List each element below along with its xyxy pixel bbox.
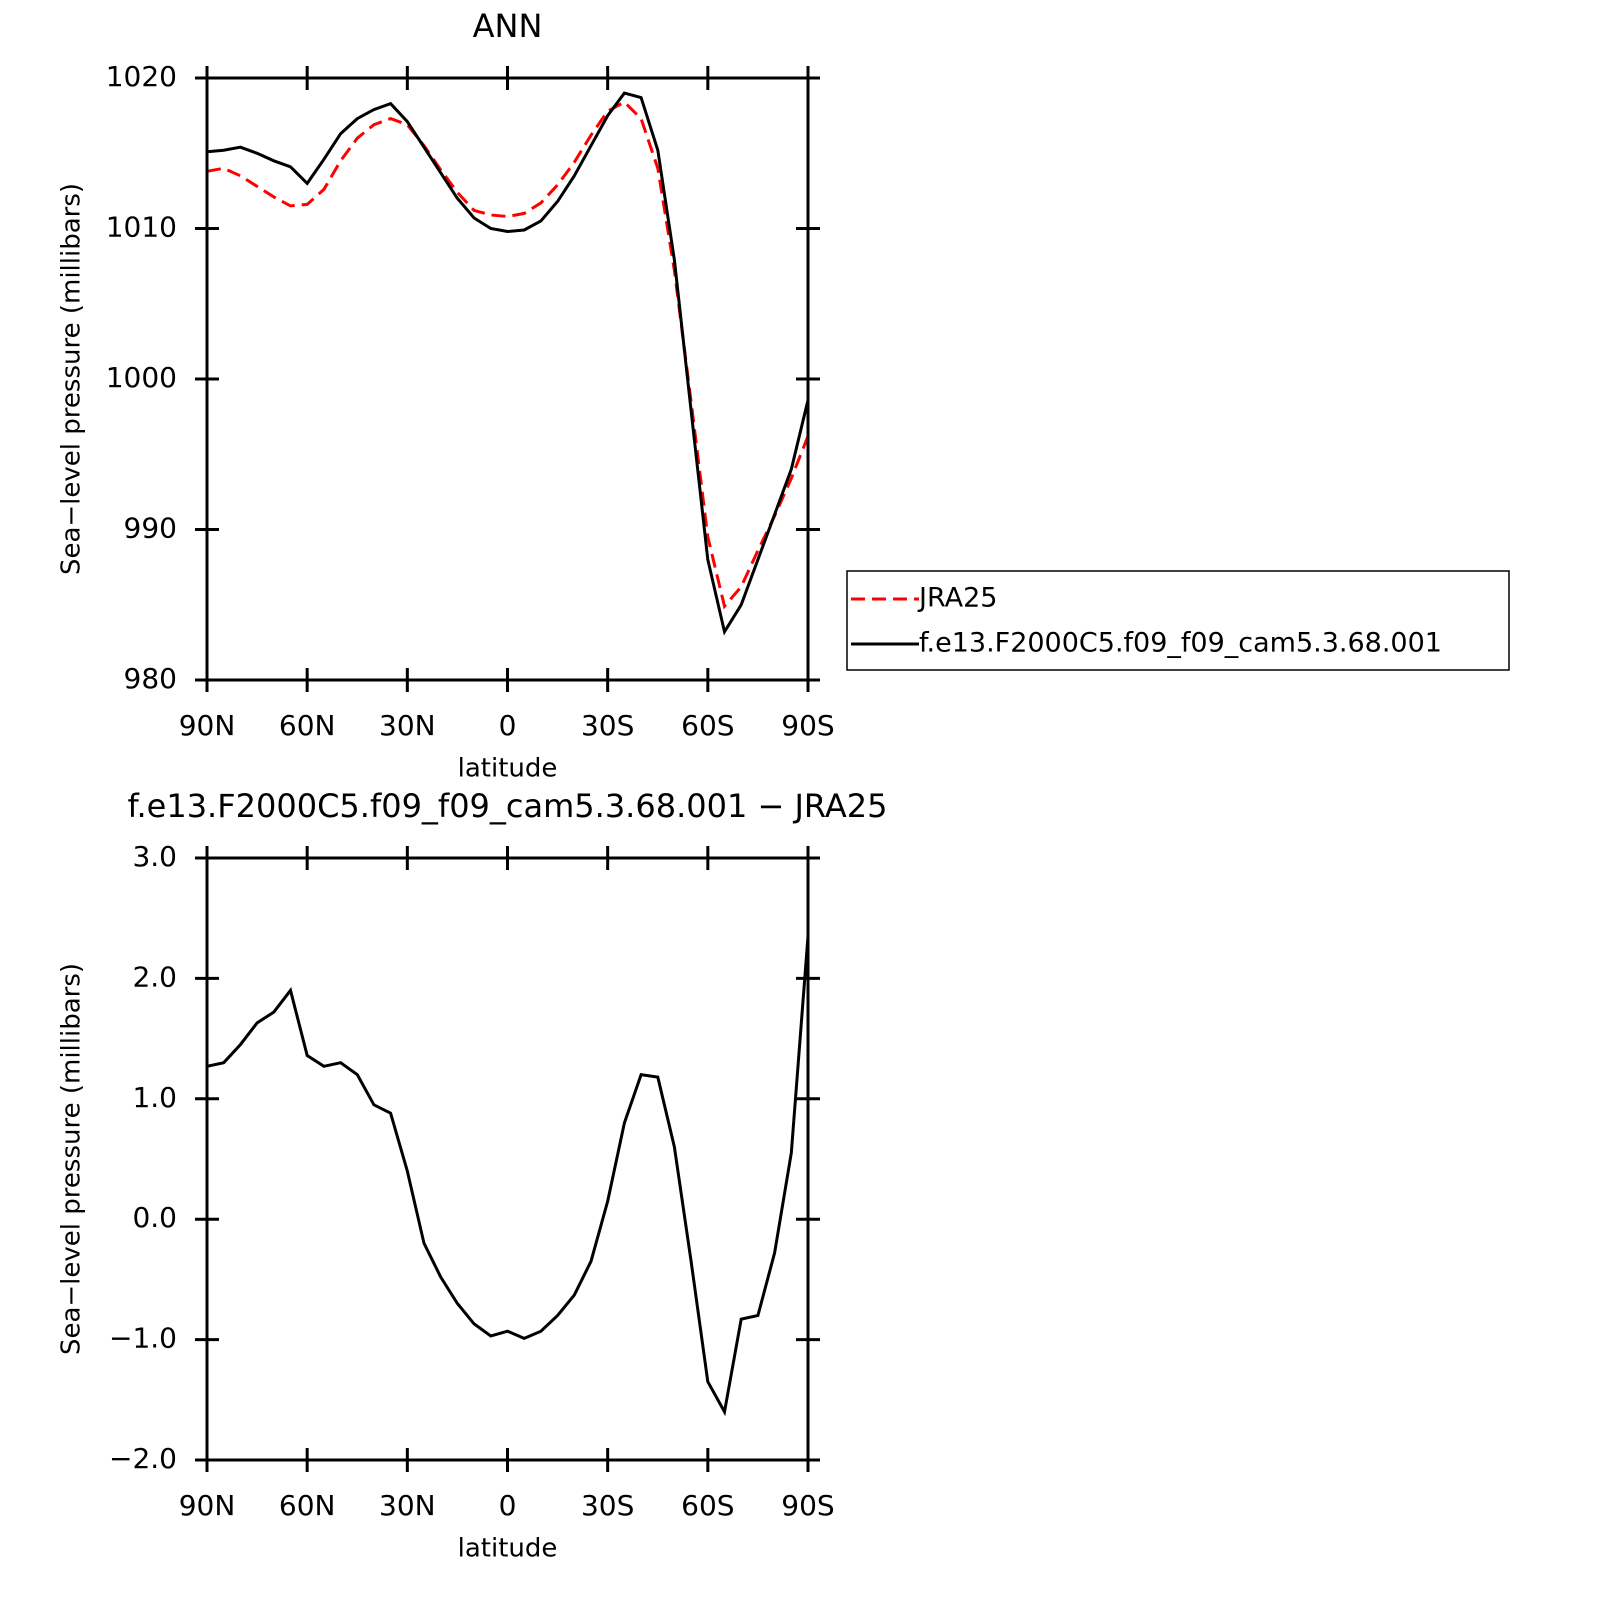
x-tick-label: 90S [781, 1489, 834, 1522]
legend-label: JRA25 [917, 583, 997, 614]
chart-title: f.e13.F2000C5.f09_f09_cam5.3.68.001 − JR… [128, 787, 888, 825]
x-tick-label: 0 [499, 709, 517, 742]
y-tick-label: 2.0 [132, 960, 177, 993]
plot-frame [205, 856, 810, 1462]
y-tick-label: 1010 [106, 211, 177, 244]
x-tick-label: 60N [279, 1489, 336, 1522]
x-tick-label: 30S [581, 1489, 634, 1522]
plot-frame [205, 76, 810, 682]
legend-label: f.e13.F2000C5.f09_f09_cam5.3.68.001 [919, 628, 1442, 659]
x-tick-label: 30N [379, 1489, 436, 1522]
y-tick-label: 990 [124, 512, 177, 545]
x-tick-label: 0 [499, 1489, 517, 1522]
x-axis-label: latitude [458, 754, 558, 784]
x-tick-label: 30S [581, 709, 634, 742]
x-tick-label: 60S [681, 709, 734, 742]
y-tick-label: 1020 [106, 60, 177, 93]
x-tick-label: 90N [179, 709, 236, 742]
y-axis-label: Sea−level pressure (millibars) [57, 183, 87, 575]
chart-title: ANN [473, 7, 543, 45]
x-tick-label: 90N [179, 1489, 236, 1522]
y-tick-label: 3.0 [132, 840, 177, 873]
x-tick-label: 30N [379, 709, 436, 742]
legend-box [846, 570, 1510, 671]
y-tick-label: −2.0 [109, 1442, 177, 1475]
x-axis-label: latitude [458, 1534, 558, 1564]
x-tick-label: 90S [781, 709, 834, 742]
y-axis-label: Sea−level pressure (millibars) [57, 963, 87, 1355]
y-tick-label: −1.0 [109, 1322, 177, 1355]
x-tick-label: 60N [279, 709, 336, 742]
data-line [206, 91, 810, 636]
y-tick-label: 1.0 [132, 1081, 177, 1114]
y-tick-label: 0.0 [132, 1201, 177, 1234]
x-tick-label: 60S [681, 1489, 734, 1522]
data-line [206, 100, 810, 610]
y-tick-label: 1000 [106, 361, 177, 394]
data-line [206, 936, 810, 1417]
y-tick-label: 980 [124, 662, 177, 695]
